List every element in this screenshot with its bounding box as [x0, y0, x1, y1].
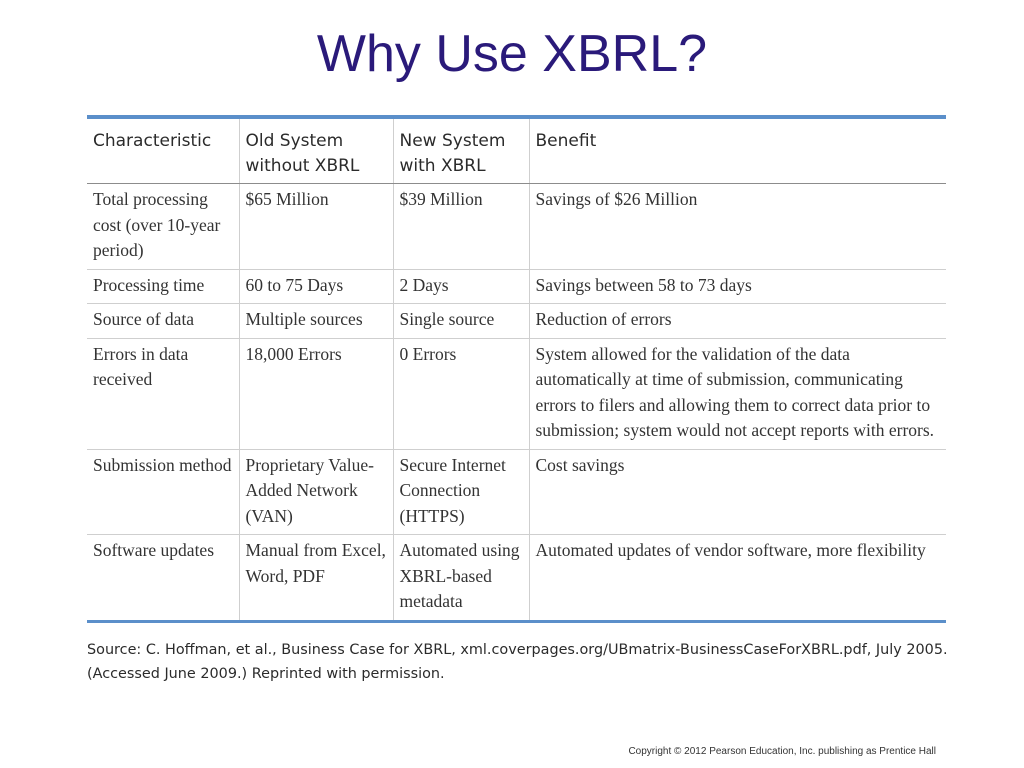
- cell-benefit: Savings of $26 Million: [528, 183, 946, 270]
- table-top-rule: [87, 115, 946, 119]
- cell-benefit: System allowed for the validation of the…: [528, 338, 946, 450]
- cell-benefit: Savings between 58 to 73 days: [528, 269, 946, 304]
- copyright-footer: Copyright © 2012 Pearson Education, Inc.…: [628, 746, 936, 757]
- cell-new-system: 0 Errors: [392, 338, 529, 450]
- header-benefit: Benefit: [528, 119, 946, 184]
- header-old-system: Old System without XBRL: [238, 119, 393, 184]
- cell-benefit: Cost savings: [528, 449, 946, 535]
- table-bottom-rule: [87, 619, 946, 623]
- cell-characteristic: Software updates: [93, 540, 215, 560]
- cell-new-system: $39 Million: [392, 183, 529, 270]
- table-row: Errors in data received 18,000 Errors 0 …: [87, 338, 946, 450]
- cell-old-system: Manual from Excel, Word, PDF: [238, 534, 393, 620]
- source-citation: Source: C. Hoffman, et al., Business Cas…: [87, 642, 948, 682]
- cell-characteristic: Processing time: [87, 269, 239, 304]
- cell-benefit: Reduction of errors: [528, 303, 946, 339]
- cell-characteristic: Submission method: [87, 449, 239, 535]
- cell-old-system: $65 Million: [238, 183, 393, 270]
- cell-new-system: 2 Days: [392, 269, 529, 304]
- slide-title: Why Use XBRL?: [316, 25, 708, 83]
- cell-characteristic: Errors in data received: [87, 338, 239, 450]
- table-row: Software updates Manual from Excel, Word…: [87, 534, 946, 620]
- cell-old-system: Multiple sources: [238, 303, 393, 339]
- cell-new-system: Secure Internet Connection (HTTPS): [392, 449, 529, 535]
- cell-new-system: Single source: [392, 303, 529, 339]
- comparison-table-container: Characteristic Old System without XBRL N…: [87, 115, 946, 623]
- header-characteristic: Characteristic: [87, 119, 239, 184]
- table-row: Processing time 60 to 75 Days 2 Days Sav…: [87, 269, 946, 304]
- table-row: Submission method Proprietary Value-Adde…: [87, 449, 946, 535]
- cell-old-system: Proprietary Value-Added Network (VAN): [238, 449, 393, 535]
- cell-old-system: 60 to 75 Days: [238, 269, 393, 304]
- table-row: Total processing cost (over 10-year peri…: [87, 183, 946, 270]
- table-row: Source of data Multiple sources Single s…: [87, 303, 946, 339]
- cell-characteristic: Source of data: [87, 303, 239, 339]
- cell-characteristic: Total processing cost (over 10-year peri…: [87, 183, 239, 270]
- header-new-system: New System with XBRL: [392, 119, 529, 184]
- cell-old-system: 18,000 Errors: [238, 338, 393, 450]
- cell-benefit: Automated updates of vendor software, mo…: [528, 534, 946, 620]
- cell-new-system: Automated using XBRL-based metadata: [392, 534, 529, 620]
- table-header-row: Characteristic Old System without XBRL N…: [87, 119, 946, 184]
- xbrl-comparison-table: Characteristic Old System without XBRL N…: [87, 119, 946, 620]
